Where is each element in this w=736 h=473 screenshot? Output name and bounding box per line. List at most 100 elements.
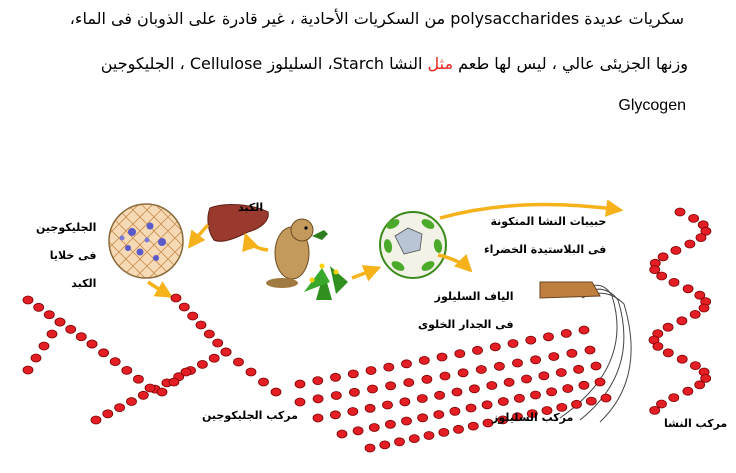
starch-bead bbox=[674, 207, 686, 217]
cellulose-bead bbox=[468, 384, 480, 394]
starch-bead bbox=[649, 265, 661, 275]
glycogen-bead bbox=[156, 387, 168, 397]
starch-bead bbox=[689, 309, 701, 319]
starch-bead bbox=[670, 245, 682, 255]
liver-icon bbox=[207, 204, 269, 242]
label-starch-grains: حبيبات النشا المتكونة فى البلاستيدة الخض… bbox=[484, 208, 606, 264]
cellulose-bead bbox=[312, 376, 324, 386]
starch-bead bbox=[688, 213, 699, 223]
starch-bead bbox=[656, 271, 668, 281]
starch-bead bbox=[684, 239, 696, 249]
label-cellulose-line1: الياف السليلوز bbox=[434, 290, 514, 303]
cellulose-bead bbox=[438, 427, 450, 437]
starch-bead bbox=[668, 393, 680, 403]
label-cellulose-line2: فى الجدار الخلوى bbox=[418, 318, 514, 331]
label-glycogen-line1: الجليكوجين bbox=[36, 221, 97, 234]
cellulose-bead bbox=[408, 434, 420, 444]
cellulose-bead bbox=[421, 374, 433, 384]
cellulose-bead bbox=[416, 394, 428, 403]
line2-end: النشا Starch، السليلوز Cellulose ، الجلي… bbox=[100, 54, 428, 73]
cellulose-bead bbox=[348, 387, 360, 397]
cellulose-bead bbox=[514, 393, 525, 403]
cellulose-bead bbox=[525, 335, 537, 345]
glycogen-bead bbox=[86, 339, 98, 349]
glycogen-bead bbox=[220, 347, 232, 357]
glycogen-bead bbox=[144, 383, 156, 393]
glycogen-bead bbox=[33, 302, 45, 312]
label-glycogen-compound: مركب الجليكوجين bbox=[202, 409, 298, 422]
cellulose-bead bbox=[403, 378, 415, 387]
cellulose-bead bbox=[548, 352, 560, 361]
paragraph-line-2: وزنها الجزيئى عالي ، ليس لها طعم مثل الن… bbox=[101, 54, 688, 73]
cellulose-bead bbox=[436, 352, 448, 362]
glycogen-cell bbox=[108, 203, 184, 279]
starch-bead bbox=[676, 316, 688, 326]
cellulose-bead bbox=[457, 368, 469, 378]
cellulose-bead bbox=[538, 371, 550, 381]
glycogen-bead bbox=[258, 377, 269, 387]
glycogen-bead bbox=[187, 311, 199, 321]
cellulose-bead bbox=[364, 443, 376, 453]
cellulose-bead bbox=[347, 407, 359, 416]
starch-bead bbox=[657, 252, 669, 262]
label-glycogen-line3: الكبد bbox=[71, 277, 97, 290]
cellulose-bead bbox=[556, 402, 568, 412]
cellulose-bead bbox=[294, 397, 306, 407]
cellulose-bead bbox=[475, 365, 487, 374]
cellulose-bead bbox=[329, 410, 341, 420]
label-cellulose-compound: مركب السليلوز bbox=[492, 411, 574, 424]
cellulose-bead bbox=[541, 406, 553, 415]
cellulose-bead bbox=[497, 415, 509, 425]
cellulose-bead bbox=[566, 348, 578, 358]
cellulose-bead bbox=[367, 384, 378, 394]
glycogen-bead bbox=[180, 367, 192, 377]
cellulose-bead bbox=[368, 423, 380, 432]
cellulose-bead bbox=[512, 412, 523, 422]
cellulose-bead bbox=[394, 437, 405, 447]
cellulose-bead bbox=[594, 377, 606, 387]
paragraph-line-3: Glycogen bbox=[618, 97, 686, 114]
cellulose-bead bbox=[590, 361, 602, 371]
cellulose-fiber-bundle bbox=[539, 281, 601, 299]
glycogen-bead bbox=[102, 409, 114, 419]
cellulose-bead bbox=[573, 364, 584, 374]
cellulose-bead bbox=[364, 403, 376, 413]
cellulose-bead bbox=[454, 349, 466, 359]
cellulose-bead bbox=[382, 400, 393, 410]
cellulose-bead bbox=[512, 358, 523, 368]
glycogen-bead bbox=[30, 353, 42, 363]
starch-bead bbox=[656, 399, 667, 409]
cellulose-bead bbox=[418, 355, 430, 365]
starch-bead bbox=[690, 361, 701, 371]
starch-bead bbox=[652, 341, 664, 351]
starch-bead bbox=[695, 233, 707, 243]
glycogen-bead bbox=[98, 348, 109, 358]
cellulose-bead bbox=[562, 384, 574, 393]
cellulose-bead bbox=[352, 426, 364, 436]
label-starch-line1: حبيبات النشا المتكونة bbox=[490, 215, 607, 228]
cellulose-bead bbox=[467, 421, 479, 431]
cellulose-bead bbox=[383, 362, 395, 372]
glycogen-bead bbox=[46, 329, 58, 339]
chloroplast-cell bbox=[379, 211, 447, 279]
glycogen-bead bbox=[75, 332, 87, 342]
highlight-word: مثل bbox=[427, 54, 454, 73]
glycogen-bead bbox=[203, 329, 215, 339]
cellulose-bead bbox=[600, 393, 612, 403]
starch-bead bbox=[662, 348, 674, 358]
glycogen-bead bbox=[22, 295, 34, 305]
cellulose-bead bbox=[449, 406, 461, 416]
cellulose-bead bbox=[384, 419, 396, 429]
cellulose-bead bbox=[530, 390, 541, 400]
cellulose-bead bbox=[497, 397, 509, 406]
starch-bead bbox=[694, 380, 706, 390]
glycogen-bead bbox=[90, 415, 102, 425]
cellulose-bead bbox=[481, 400, 493, 410]
prairie-dog-icon bbox=[266, 218, 328, 288]
cellulose-bead bbox=[433, 410, 445, 419]
cellulose-bead bbox=[526, 409, 538, 419]
glycogen-bead bbox=[208, 353, 220, 363]
starch-bead bbox=[698, 303, 710, 313]
starch-bead bbox=[682, 386, 694, 396]
glycogen-bead bbox=[22, 365, 34, 375]
